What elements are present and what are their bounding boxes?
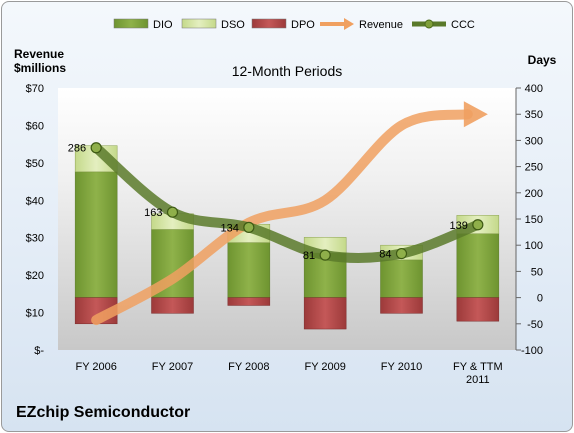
bar-dio	[380, 259, 423, 298]
legend-label-revenue: Revenue	[359, 19, 403, 31]
x-category-label: FY 2006	[75, 361, 116, 373]
ccc-series: 286 163 134 81 84 139	[68, 142, 484, 263]
y-left-tick-label: $-	[34, 345, 44, 357]
bar-dio	[456, 233, 500, 298]
x-category-label: FY 2009	[304, 361, 345, 373]
y-right-tick-label: 0	[537, 293, 543, 305]
legend-swatch-dpo	[251, 18, 287, 29]
x-category-label: FY 2010	[381, 361, 422, 373]
bar-dpo	[456, 297, 500, 322]
y-right-tick-label: 300	[525, 135, 543, 147]
ccc-data-label: 139	[449, 220, 467, 232]
y-left-ticks: $- $10 $20 $30 $40 $50 $60 $70	[26, 83, 45, 357]
legend-swatch-dso	[181, 18, 217, 29]
y-right-tick-label: -100	[521, 345, 543, 357]
legend-label-ccc: CCC	[451, 19, 475, 31]
y-left-tick-label: $20	[26, 270, 44, 282]
y-right-tick-label: 100	[525, 240, 543, 252]
revenue-series	[91, 101, 488, 326]
x-category-label: FY 2008	[228, 361, 269, 373]
y-left-axis-label-line1: Revenue	[14, 47, 64, 61]
ccc-point	[90, 142, 102, 154]
ccc-point	[243, 221, 255, 233]
legend-label-dso: DSO	[221, 19, 245, 31]
bar-dpo	[303, 297, 347, 330]
y-left-tick-label: $50	[26, 158, 44, 170]
y-right-tick-label: 50	[531, 266, 543, 278]
bar-dpo	[227, 297, 271, 306]
ccc-data-label: 134	[220, 222, 238, 234]
ccc-data-label: 81	[303, 250, 315, 262]
ccc-point	[319, 249, 331, 261]
revenue-arrowhead	[463, 101, 488, 128]
plot-area	[58, 88, 516, 350]
company-name: EZchip Semiconductor	[16, 404, 190, 421]
y-right-tick-label: 200	[525, 188, 543, 200]
chart-title: 12-Month Periods	[232, 63, 343, 79]
ccc-point	[472, 219, 484, 231]
y-left-tick-label: $40	[26, 195, 44, 207]
bar-dpo	[151, 297, 194, 314]
y-right-axis-label: Days	[528, 53, 557, 67]
x-category-label: FY & TTM 2011	[453, 361, 503, 386]
ccc-data-label: 163	[144, 207, 162, 219]
y-right-tick-label: 400	[525, 83, 543, 95]
bar-dio	[74, 171, 118, 298]
y-right-ticks: -100 -50 0 50 100 150 200 250 300 350 400	[515, 83, 543, 357]
ccc-point	[395, 247, 408, 260]
legend-label-dpo: DPO	[291, 19, 315, 31]
y-left-tick-label: $60	[26, 120, 44, 132]
ccc-data-label: 84	[379, 249, 391, 261]
bar-dpo	[380, 297, 423, 314]
y-left-tick-label: $70	[26, 83, 44, 95]
x-categories: FY 2006 FY 2007 FY 2008 FY 2009 FY 2010 FY & …	[75, 361, 502, 386]
ccc-point	[166, 206, 179, 218]
revenue-line	[91, 109, 473, 326]
y-right-tick-label: -50	[527, 319, 543, 331]
y-right-tick-label: 150	[525, 214, 543, 226]
y-right-tick-label: 250	[525, 162, 543, 174]
ccc-line	[91, 142, 483, 263]
y-right-tick-label: 350	[525, 109, 543, 121]
y-left-tick-label: $10	[26, 308, 44, 320]
legend-swatch-dio	[113, 18, 149, 29]
legend-label-dio: DIO	[153, 19, 173, 31]
y-left-tick-label: $30	[26, 233, 44, 245]
y-left-axis-label-line2: $millions	[14, 61, 66, 75]
legend: DIO DSO DPO Revenue CCC	[113, 18, 475, 31]
bar-dio	[227, 242, 271, 298]
legend-swatch-revenue-head	[344, 18, 354, 30]
x-category-label: FY 2007	[152, 361, 193, 373]
ccc-data-label: 286	[68, 143, 86, 155]
legend-swatch-ccc-marker	[424, 19, 434, 29]
